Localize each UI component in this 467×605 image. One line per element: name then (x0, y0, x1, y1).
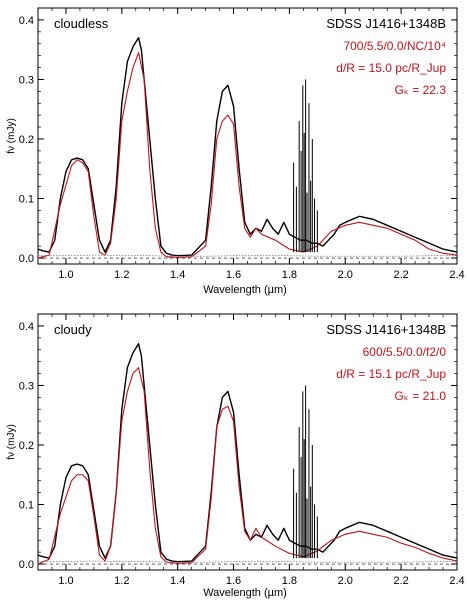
y-tick-label: 0.0 (19, 559, 34, 571)
panel-top-ylabel: fν (mJy) (6, 118, 17, 154)
panel-bottom-object-name: SDSS J1416+1348B (326, 322, 446, 337)
x-tick-label: 1.2 (114, 575, 129, 587)
x-tick-label: 1.4 (170, 269, 185, 281)
panel-bottom-series (37, 343, 458, 565)
x-tick-label: 1.8 (282, 269, 297, 281)
y-tick-label: 0.2 (19, 134, 34, 146)
y-tick-label: 0.4 (19, 15, 34, 27)
panel-top-xlabel: Wavelength (µm) (203, 284, 287, 296)
y-tick-label: 0.0 (19, 253, 34, 265)
panel-bottom: 1.0 1.2 1.4 1.6 1.8 2.0 2.2 2.40.00.10.20.30.4 … (6, 313, 465, 599)
panel-bottom-model-params: 600/5.5/0.0/f2/0 (363, 345, 447, 359)
y-tick-label: 0.1 (19, 500, 34, 512)
x-tick-label: 2.2 (393, 269, 408, 281)
panel-top-title: cloudless (54, 16, 109, 31)
x-tick-label: 1.6 (226, 269, 241, 281)
x-tick-label: 2.2 (393, 575, 408, 587)
series-model-line (37, 52, 458, 259)
panel-top: 1.0 1.2 1.4 1.6 1.8 2.0 2.2 2.40.00.10.20.30.4 … (6, 7, 465, 296)
panel-bottom-gk: Gₖ = 21.0 (395, 389, 447, 403)
panel-top-object-name: SDSS J1416+1348B (326, 16, 446, 31)
x-tick-label: 2.0 (338, 575, 353, 587)
x-tick-label: 2.0 (338, 269, 353, 281)
x-tick-label: 1.4 (170, 575, 185, 587)
y-tick-label: 0.4 (19, 321, 34, 333)
series-model-line (37, 367, 458, 565)
x-tick-label: 2.4 (449, 575, 464, 587)
panel-bottom-title: cloudy (54, 322, 92, 337)
panel-top-ticks: 1.0 1.2 1.4 1.6 1.8 2.0 2.2 2.4 0.0 0.1 0.2 0.3 0.4 (19, 7, 465, 281)
panel-bottom-xlabel: Wavelength (µm) (203, 587, 287, 599)
series-noise-line (38, 254, 457, 257)
y-tick-label: 0.3 (19, 380, 34, 392)
panel-bottom-scaling: d/R = 15.1 pc/R_Jup (336, 367, 446, 381)
x-tick-label: 2.4 (449, 269, 464, 281)
panel-top-gk: Gₖ = 22.3 (395, 83, 447, 97)
x-tick-label: 1.8 (282, 575, 297, 587)
x-tick-label: 1.2 (114, 269, 129, 281)
panel-top-series (37, 37, 458, 259)
y-tick-label: 0.3 (19, 74, 34, 86)
x-tick-label: 1.6 (226, 575, 241, 587)
x-tick-label: 1.0 (58, 269, 73, 281)
y-tick-label: 0.2 (19, 440, 34, 452)
series-noise-line (38, 560, 457, 563)
x-tick-label: 1.0 (58, 575, 73, 587)
series-observed-line (37, 343, 458, 563)
panel-top-scaling: d/R = 15.0 pc/R_Jup (336, 61, 446, 75)
y-tick-label: 0.1 (19, 194, 34, 206)
panel-top-model-params: 700/5.5/0.0/NC/10⁴ (343, 39, 446, 53)
panel-bottom-ticks: 1.0 1.2 1.4 1.6 1.8 2.0 2.2 2.4 0.0 0.1 0.2 0.3 0.4 (19, 313, 465, 587)
series-observed-line (37, 37, 458, 257)
panel-bottom-ylabel: fν (mJy) (6, 424, 17, 460)
